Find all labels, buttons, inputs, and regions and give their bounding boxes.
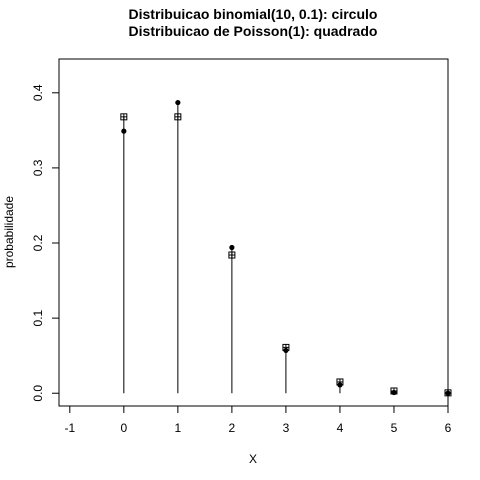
chart-title: Distribuicao binomial(10, 0.1): circulo bbox=[129, 6, 378, 22]
y-tick-label: 0.4 bbox=[31, 84, 45, 101]
plot-frame bbox=[58, 58, 449, 407]
poisson-point bbox=[120, 113, 128, 121]
y-tick-label: 0.1 bbox=[31, 309, 45, 326]
y-tick-label: 0.0 bbox=[31, 385, 45, 402]
binomial-point bbox=[337, 382, 343, 388]
x-axis: -1 0 1 2 3 4 5 6 bbox=[64, 405, 452, 435]
y-tick-label: 0.2 bbox=[31, 234, 45, 251]
poisson-point bbox=[174, 113, 182, 121]
chart-subtitle: Distribuicao de Poisson(1): quadrado bbox=[129, 23, 378, 39]
binomial-point bbox=[229, 244, 235, 251]
x-tick-label: 5 bbox=[391, 421, 398, 435]
binomial-point bbox=[283, 347, 289, 354]
binomial-point bbox=[391, 389, 397, 396]
y-tick-label: 0.3 bbox=[31, 159, 45, 176]
y-axis-label: probabilidade bbox=[2, 196, 16, 268]
y-axis: 0.0 0.1 0.2 0.3 0.4 bbox=[31, 84, 60, 402]
x-tick-label: 2 bbox=[229, 421, 236, 435]
x-tick-label: 4 bbox=[337, 421, 344, 435]
x-axis-label: X bbox=[249, 452, 257, 466]
data-points bbox=[120, 99, 452, 397]
x-tick-label: 1 bbox=[175, 421, 182, 435]
x-tick-label: 0 bbox=[120, 421, 127, 435]
binomial-point bbox=[175, 99, 181, 106]
probability-stems bbox=[123, 102, 449, 394]
binomial-point bbox=[445, 390, 451, 396]
poisson-point bbox=[228, 251, 236, 259]
x-tick-label: 6 bbox=[445, 421, 452, 435]
binomial-point bbox=[121, 128, 127, 134]
x-tick-label: 3 bbox=[283, 421, 290, 435]
x-tick-label: -1 bbox=[64, 421, 75, 435]
